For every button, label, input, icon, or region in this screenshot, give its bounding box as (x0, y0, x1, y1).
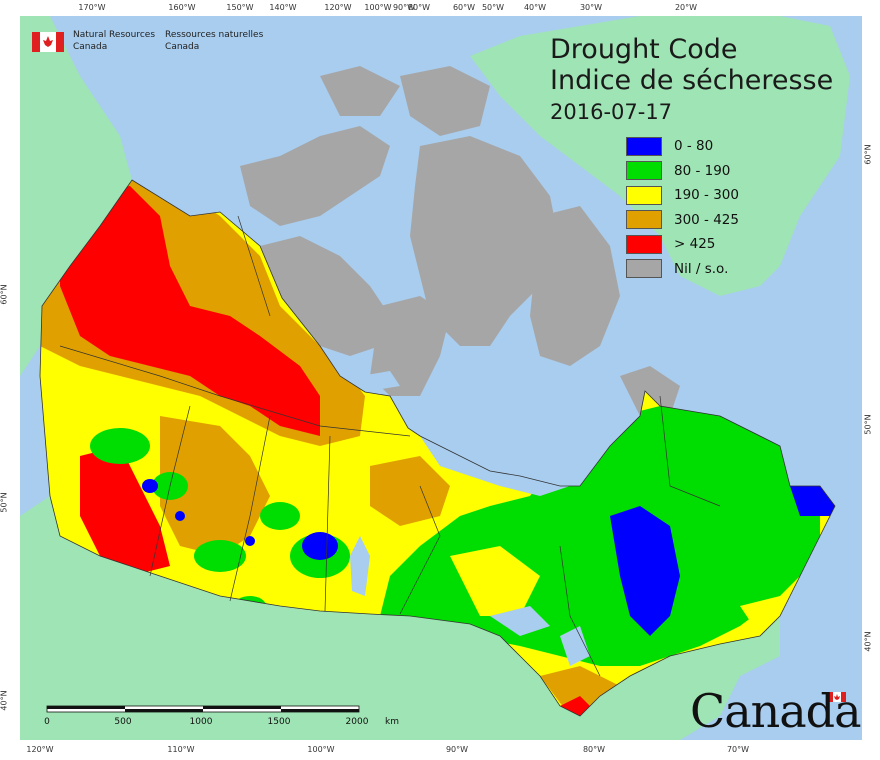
legend-swatch (626, 136, 662, 156)
agency-french-line2: Canada (165, 42, 200, 52)
agency-flag-icon (32, 32, 64, 52)
legend-swatch (626, 259, 662, 279)
zone-quebec-blue (610, 506, 680, 636)
legend-item: 80 - 190 (626, 159, 739, 184)
graticule-label: 90°W (392, 3, 416, 12)
zone-nw-red (60, 186, 320, 436)
legend-swatch (626, 210, 662, 230)
graticule-label: 80°W (407, 3, 431, 12)
title-block: Drought Code Indice de sécheresse 2016-0… (550, 34, 833, 127)
agency-french: Ressources naturelles Canada (165, 29, 263, 53)
legend-label: 190 - 300 (674, 187, 739, 204)
lake-huron (560, 626, 590, 666)
legend-label: Nil / s.o. (674, 260, 729, 277)
graticule-label: 40°N (863, 631, 873, 652)
zone-ontario-red (560, 696, 600, 716)
legend-label: 80 - 190 (674, 162, 731, 179)
zone-west-orange (160, 416, 270, 556)
legend-label: > 425 (674, 236, 716, 253)
legend-label: 300 - 425 (674, 211, 739, 228)
usa-land (20, 496, 780, 740)
agency-signature: Natural Resources Canada Ressources natu… (31, 29, 263, 53)
legend-label: 0 - 80 (674, 138, 714, 155)
greenland-land (470, 16, 850, 296)
drought-map (20, 16, 862, 740)
scale-bar-graphic (46, 705, 360, 713)
graticule-label: 60°N (0, 284, 9, 305)
graticule-label: 40°N (0, 690, 9, 711)
graticule-label: 60°N (863, 144, 873, 165)
wordmark-flag-icon (828, 692, 846, 702)
graticule-label: 50°N (863, 414, 873, 435)
graticule-label: 110°W (167, 745, 195, 754)
graticule-label: 60°W (452, 3, 476, 12)
great-slave-lake (360, 371, 400, 391)
graticule-label: 100°W (307, 745, 335, 754)
agency-english: Natural Resources Canada (73, 29, 155, 53)
legend-item: 190 - 300 (626, 183, 739, 208)
graticule-label: 120°W (324, 3, 352, 12)
prairie-blue (142, 479, 338, 560)
legend-swatch (626, 185, 662, 205)
scale-label: 0 (44, 717, 50, 727)
graticule-label: 50°N (0, 492, 9, 513)
legend-swatch (626, 234, 662, 254)
map-title-french: Indice de sécheresse (550, 65, 834, 96)
graticule-label: 50°W (481, 3, 505, 12)
graticule-label: 90°W (445, 745, 469, 754)
graticule-label: 100°W (364, 3, 392, 12)
graticule-label: 80°W (582, 745, 606, 754)
legend-item: 300 - 425 (626, 208, 739, 233)
graticule-label: 40°W (523, 3, 547, 12)
legend-item: 0 - 80 (626, 134, 739, 159)
scale-label: 2000 (345, 717, 369, 727)
agency-english-line2: Canada (73, 42, 108, 52)
scale-label: 1500 (267, 717, 291, 727)
graticule-label: 70°W (726, 745, 750, 754)
canada-outline (39, 179, 836, 717)
map-title-english: Drought Code (550, 34, 738, 65)
graticule-label: 20°W (674, 3, 698, 12)
legend-item: > 425 (626, 232, 739, 257)
scale-label: 1000 (189, 717, 213, 727)
legend: 0 - 80 80 - 190 190 - 300 300 - 425 > 425 Nil… (626, 134, 739, 281)
province-boundaries (59, 215, 721, 677)
zone-sask-orange (370, 456, 450, 526)
graticule-label: 160°W (168, 3, 196, 12)
hudson-bay (420, 396, 580, 496)
graticule-label: 140°W (269, 3, 297, 12)
agency-french-line1: Ressources naturelles (165, 30, 264, 40)
scale-label: 500 (114, 717, 132, 727)
zone-bc-red (80, 446, 170, 576)
arctic-nodata (240, 66, 680, 416)
scale-unit: km (385, 717, 399, 727)
alaska-land (20, 16, 132, 376)
legend-swatch (626, 161, 662, 181)
graticule-label: 150°W (226, 3, 254, 12)
canada-wordmark: Canada (690, 684, 862, 738)
lake-winnipeg (350, 536, 370, 596)
graticule-label: 170°W (78, 3, 106, 12)
agency-english-line1: Natural Resources (73, 30, 156, 40)
graticule-label: 120°W (26, 745, 54, 754)
map-date: 2016-07-17 (550, 100, 673, 124)
graticule-label: 30°W (579, 3, 603, 12)
legend-item: Nil / s.o. (626, 257, 739, 282)
zone-east-yellow (450, 546, 540, 616)
lake-superior (490, 606, 550, 636)
